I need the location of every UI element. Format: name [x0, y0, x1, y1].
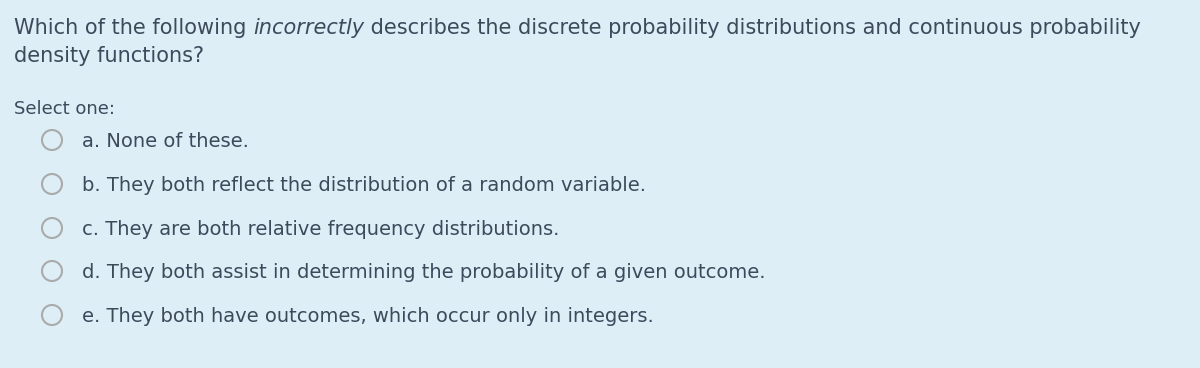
Text: Which of the following: Which of the following: [14, 18, 253, 38]
Text: incorrectly: incorrectly: [253, 18, 364, 38]
Text: d. They both assist in determining the probability of a given outcome.: d. They both assist in determining the p…: [82, 263, 766, 282]
Text: describes the discrete probability distributions and continuous probability: describes the discrete probability distr…: [364, 18, 1141, 38]
Text: Select one:: Select one:: [14, 100, 115, 118]
Text: b. They both reflect the distribution of a random variable.: b. They both reflect the distribution of…: [82, 176, 646, 195]
Text: density functions?: density functions?: [14, 46, 204, 66]
Text: a. None of these.: a. None of these.: [82, 132, 248, 151]
Text: e. They both have outcomes, which occur only in integers.: e. They both have outcomes, which occur …: [82, 307, 654, 326]
Text: c. They are both relative frequency distributions.: c. They are both relative frequency dist…: [82, 220, 559, 239]
